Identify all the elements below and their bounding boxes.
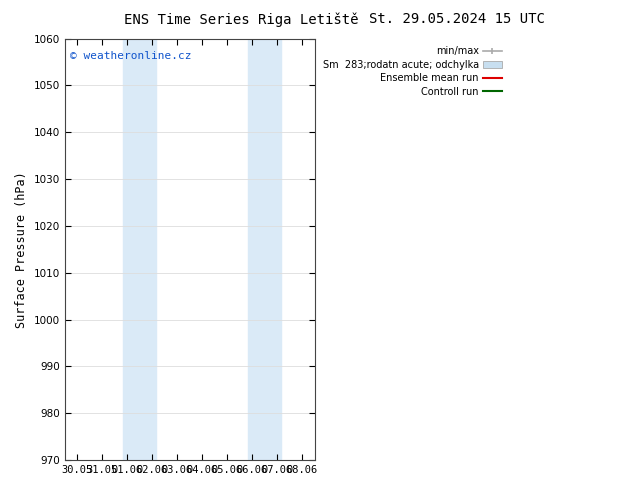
- Bar: [124, 39, 156, 460]
- Y-axis label: Surface Pressure (hPa): Surface Pressure (hPa): [15, 171, 28, 328]
- Bar: [249, 39, 281, 460]
- Text: ENS Time Series Riga Letiště: ENS Time Series Riga Letiště: [124, 12, 358, 27]
- Text: St. 29.05.2024 15 UTC: St. 29.05.2024 15 UTC: [368, 12, 545, 26]
- Legend: min/max, Sm  283;rodatn acute; odchylka, Ensemble mean run, Controll run: min/max, Sm 283;rodatn acute; odchylka, …: [320, 44, 505, 99]
- Text: © weatheronline.cz: © weatheronline.cz: [70, 51, 191, 61]
